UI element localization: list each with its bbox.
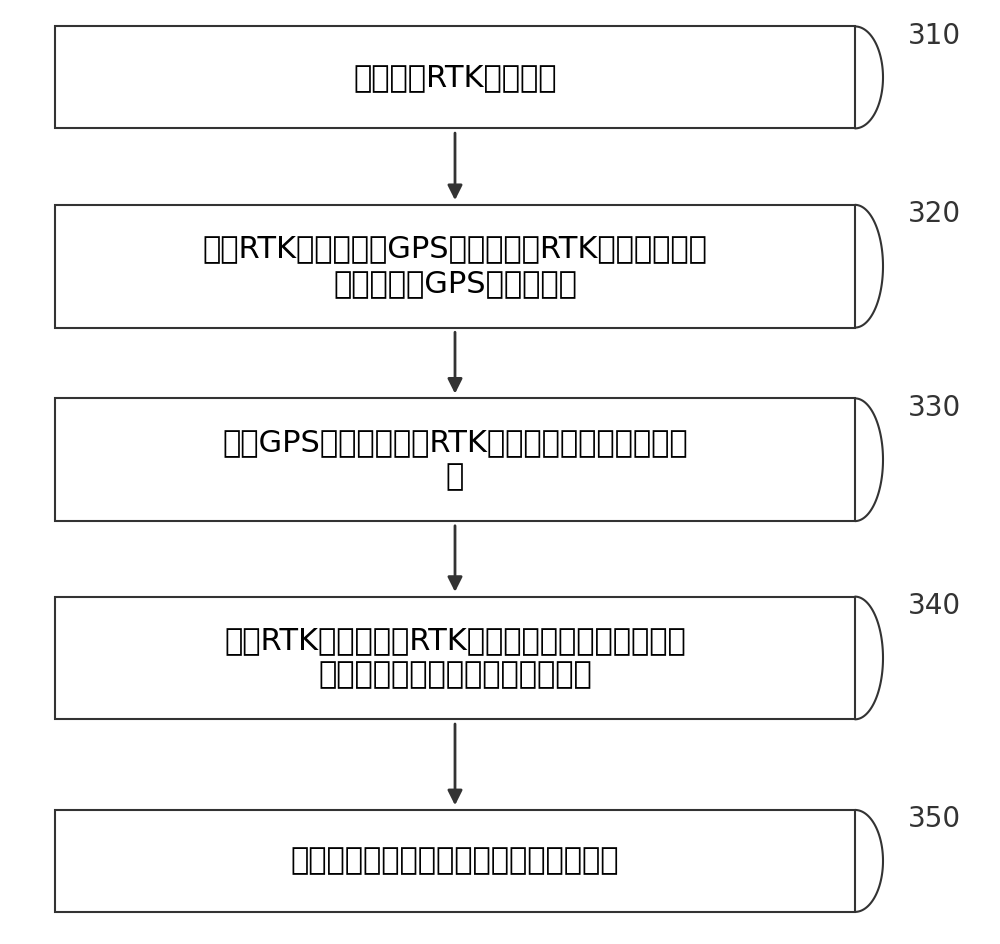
Text: 350: 350: [908, 805, 961, 834]
Bar: [55, 205, 855, 328]
Text: 310: 310: [908, 22, 961, 50]
Bar: [55, 597, 855, 719]
Text: 330: 330: [908, 394, 961, 422]
Text: 预先建立RTK导向路径: 预先建立RTK导向路径: [353, 63, 557, 92]
Text: 基于GPS定位偏移量对RTK移动站的定位信息进行校: 基于GPS定位偏移量对RTK移动站的定位信息进行校: [222, 428, 688, 457]
Text: 基于RTK基站接收的GPS定位信号和RTK基站自身的定: 基于RTK基站接收的GPS定位信号和RTK基站自身的定: [203, 234, 707, 263]
Text: 正: 正: [446, 463, 464, 492]
Bar: [55, 810, 855, 912]
Text: 340: 340: [908, 592, 961, 620]
Text: 基于目标偏移量实现扫描设备的自主导向: 基于目标偏移量实现扫描设备的自主导向: [291, 847, 619, 875]
Text: 位信号确定GPS定位偏移量: 位信号确定GPS定位偏移量: [333, 269, 577, 298]
Text: 确定扫描设备运行中的目标偏移量: 确定扫描设备运行中的目标偏移量: [318, 661, 592, 690]
Bar: [55, 26, 855, 128]
Text: 基于RTK导向路径和RTK移动站校正后的定位信息，: 基于RTK导向路径和RTK移动站校正后的定位信息，: [224, 626, 686, 655]
Text: 320: 320: [908, 200, 961, 228]
Bar: [55, 398, 855, 521]
